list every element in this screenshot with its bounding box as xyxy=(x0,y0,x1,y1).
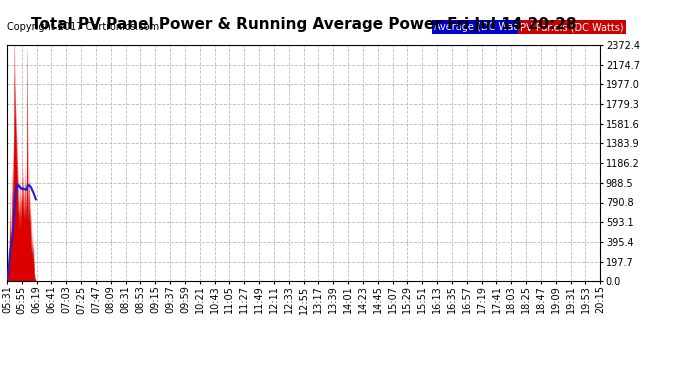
Text: Average (DC Watts): Average (DC Watts) xyxy=(434,22,530,32)
Text: Copyright 2017 Cartronics.com: Copyright 2017 Cartronics.com xyxy=(7,22,159,32)
Text: Total PV Panel Power & Running Average Power Fri Jul 14 20:28: Total PV Panel Power & Running Average P… xyxy=(31,17,576,32)
Text: PV Panels (DC Watts): PV Panels (DC Watts) xyxy=(520,22,624,32)
